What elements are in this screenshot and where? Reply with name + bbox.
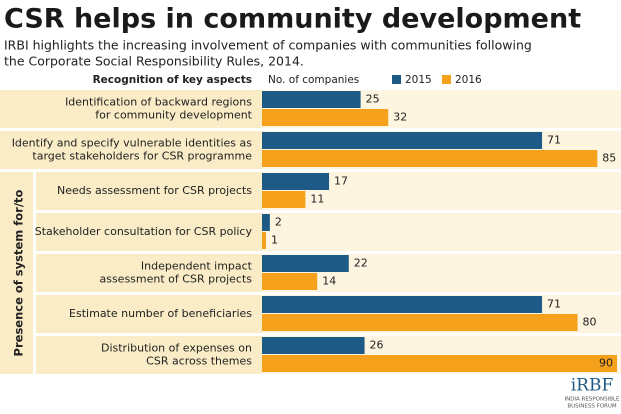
value-label: 26: [370, 339, 384, 352]
category-label: Estimate number of beneficiaries: [69, 307, 252, 320]
value-label: 11: [310, 193, 324, 206]
row-label-bg: [36, 295, 262, 333]
bar: [262, 296, 543, 313]
legend-swatch: [442, 75, 451, 84]
logo: iRBF: [571, 376, 614, 396]
bar: [262, 91, 361, 108]
bar: [262, 314, 578, 331]
row-label-bg: [0, 90, 262, 128]
value-label: 85: [602, 152, 616, 165]
value-label: 2: [275, 216, 282, 229]
bar: [262, 355, 617, 372]
value-label: 1: [271, 234, 278, 247]
category-label: for community development: [95, 109, 252, 122]
bar: [262, 255, 349, 272]
logo-tagline: BUSINESS FORUM: [567, 404, 617, 410]
bar: [262, 337, 365, 354]
row-label-bg: [36, 254, 262, 292]
bar: [262, 214, 270, 231]
subtitle: the Corporate Social Responsibility Rule…: [4, 54, 304, 69]
logo-tagline: INDIA RESPONSIBLE: [564, 397, 620, 403]
value-label: 22: [354, 257, 368, 270]
legend-label: 2015: [405, 74, 432, 86]
category-label: Identification of backward regions: [65, 96, 252, 109]
category-label: Identify and specify vulnerable identiti…: [12, 137, 253, 150]
row-label-bg: [36, 336, 262, 374]
row-bar-bg: [262, 213, 621, 251]
legend-label: 2016: [455, 74, 482, 86]
subtitle: IRBI highlights the increasing involveme…: [4, 38, 532, 53]
bar: [262, 109, 389, 126]
value-label: 80: [583, 316, 597, 329]
row-label-bg: [36, 172, 262, 210]
category-label: target stakeholders for CSR programme: [32, 150, 252, 163]
category-label: Stakeholder consultation for CSR policy: [35, 225, 253, 238]
group-label: Presence of system for/to: [12, 189, 26, 356]
value-label: 14: [322, 275, 336, 288]
value-label: 17: [334, 175, 348, 188]
bar: [262, 150, 598, 167]
category-header: Recognition of key aspects: [93, 74, 252, 86]
category-label: CSR across themes: [146, 355, 252, 368]
row-label-bg: [36, 213, 262, 251]
bar: [262, 273, 318, 290]
bar: [262, 132, 543, 149]
bar: [262, 191, 306, 208]
value-label: 71: [547, 298, 561, 311]
category-label: Distribution of expenses on: [101, 342, 252, 355]
legend-swatch: [392, 75, 401, 84]
group-bg: [0, 172, 33, 374]
value-label: 32: [393, 111, 407, 124]
bar: [262, 232, 266, 249]
category-label: assessment of CSR projects: [99, 273, 252, 286]
value-label: 25: [366, 93, 380, 106]
bar: [262, 173, 330, 190]
row-label-bg: [0, 131, 262, 169]
category-label: Independent impact: [141, 260, 253, 273]
value-label: 71: [547, 134, 561, 147]
value-label: 90: [599, 357, 613, 370]
value-header: No. of companies: [268, 74, 359, 86]
category-label: Needs assessment for CSR projects: [57, 184, 252, 197]
chart-title: CSR helps in community development: [4, 4, 581, 35]
